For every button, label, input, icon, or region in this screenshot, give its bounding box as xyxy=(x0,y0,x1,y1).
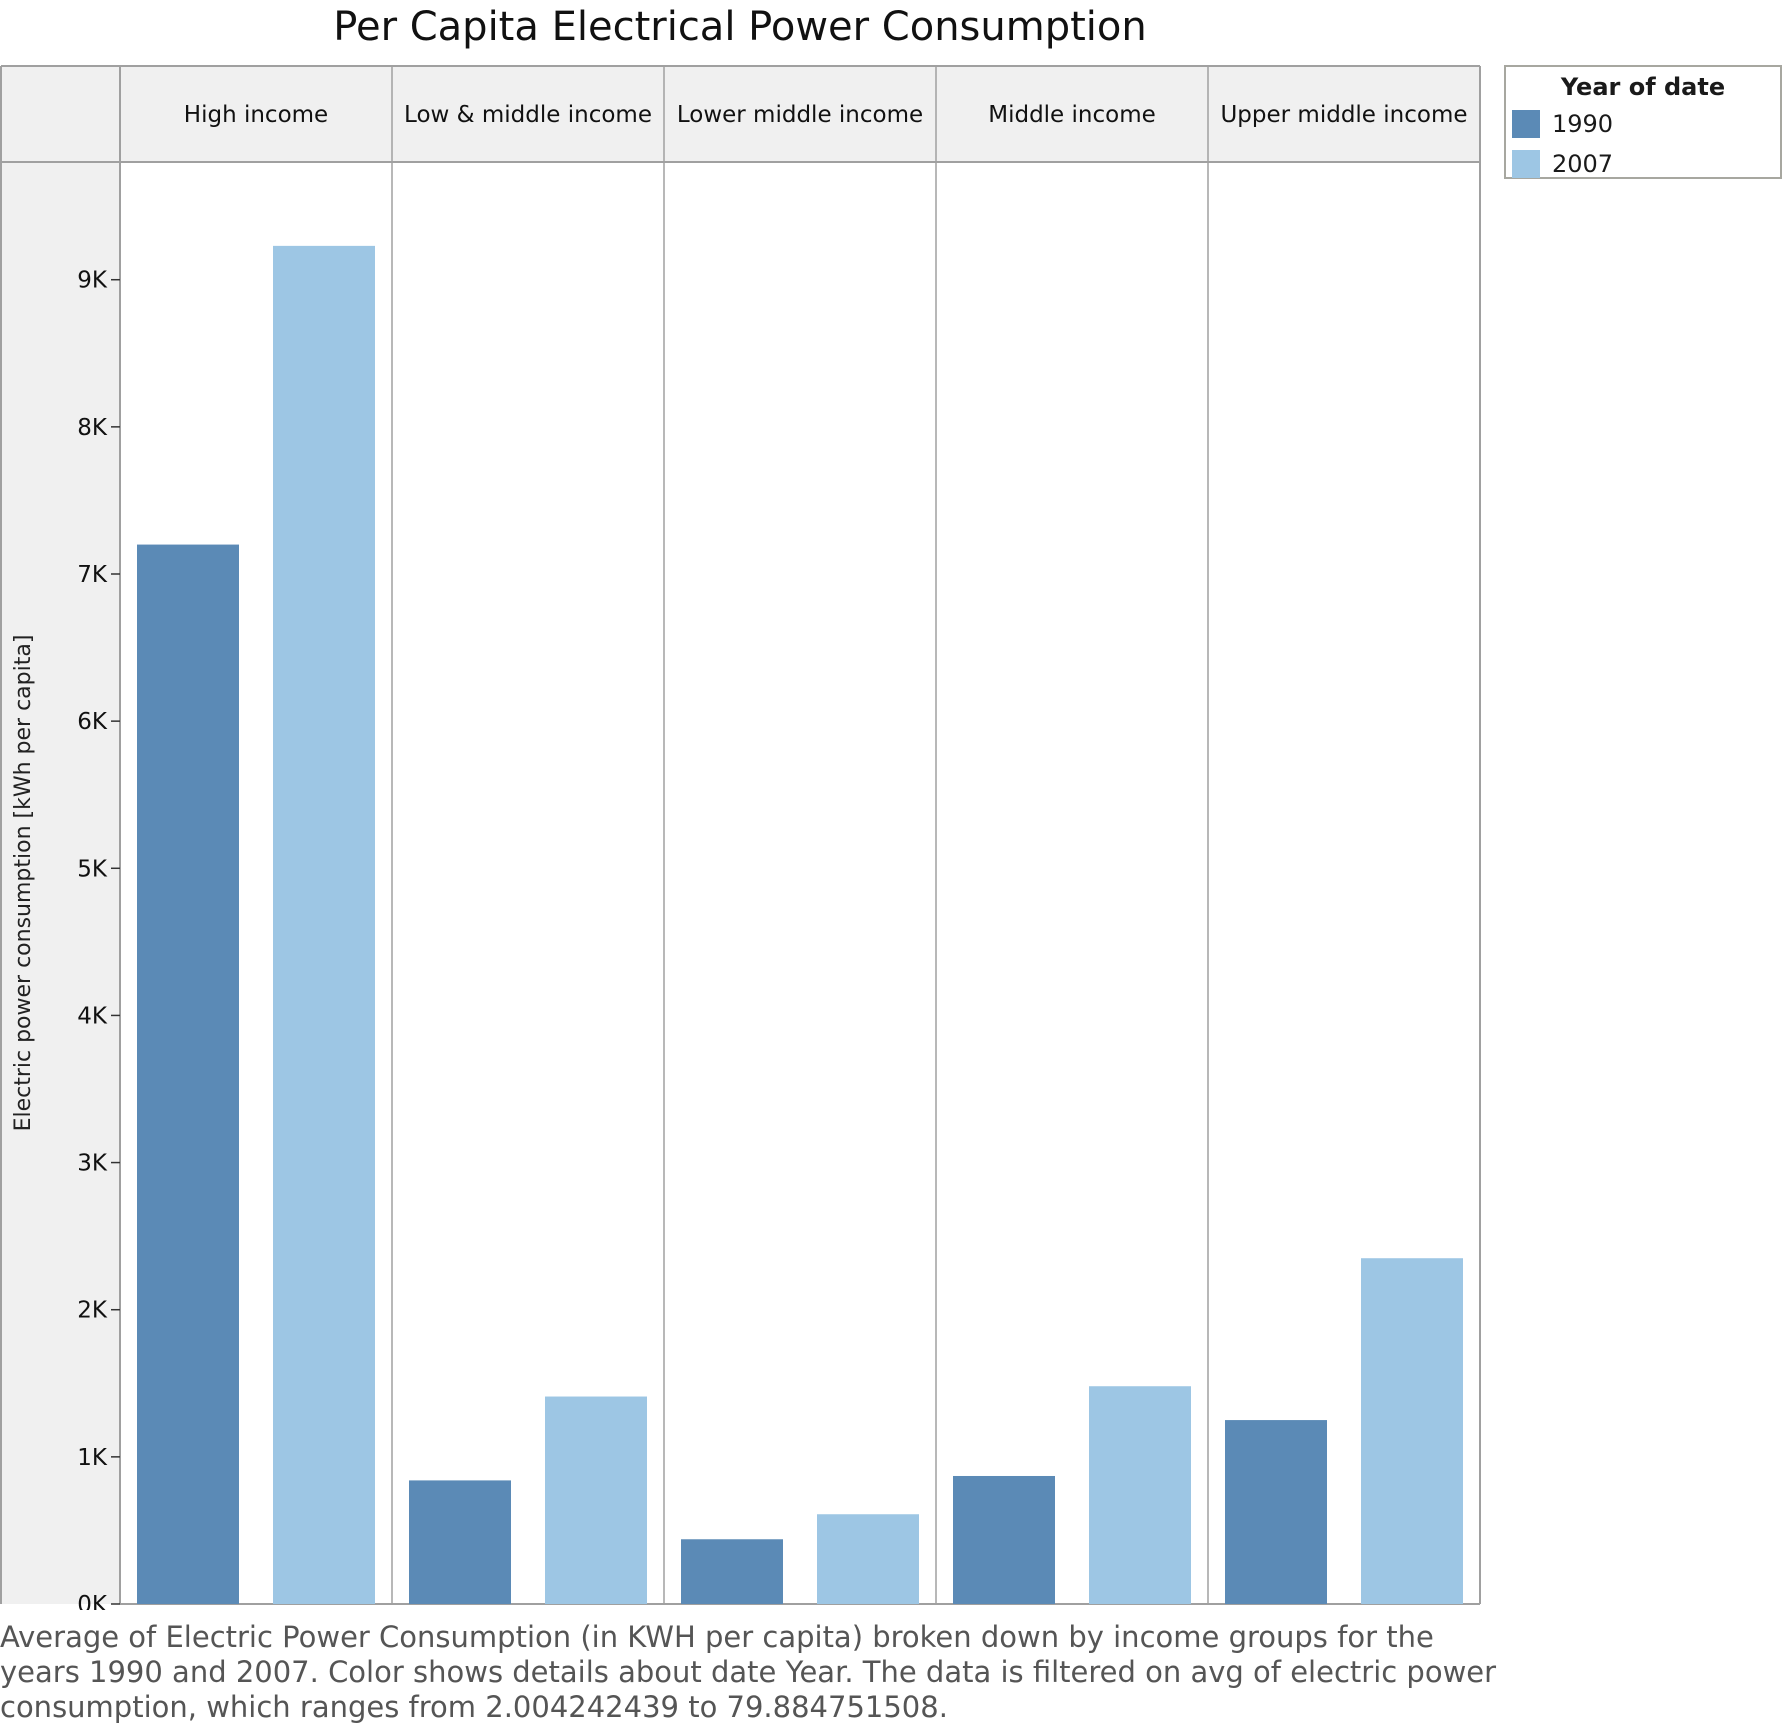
facet-header-label: Upper middle income xyxy=(1220,102,1467,128)
y-tick-label: 9K xyxy=(77,268,108,294)
legend-item-2007[interactable]: 2007 xyxy=(1512,149,1613,179)
y-tick-label: 4K xyxy=(77,1003,108,1029)
bar-1990 xyxy=(1225,1420,1327,1604)
bar-1990 xyxy=(681,1539,783,1604)
y-axis-panel xyxy=(1,162,120,1604)
facet-header-label: Low & middle income xyxy=(404,102,652,128)
bar-2007 xyxy=(1361,1258,1463,1604)
bar-1990 xyxy=(137,544,239,1604)
legend-item-1990[interactable]: 1990 xyxy=(1512,109,1613,139)
legend-swatch-2007 xyxy=(1512,150,1540,178)
y-tick-label: 3K xyxy=(77,1151,108,1177)
bar-2007 xyxy=(1089,1386,1191,1604)
y-tick-label: 0K xyxy=(77,1592,108,1610)
y-axis-title: Electric power consumption [kWh per capi… xyxy=(11,635,36,1132)
chart-caption: Average of Electric Power Consumption (i… xyxy=(0,1620,1497,1724)
bar-2007 xyxy=(273,245,375,1604)
legend-title: Year of date xyxy=(1560,73,1726,101)
legend-swatch-1990 xyxy=(1512,110,1540,138)
legend-label-1990: 1990 xyxy=(1552,110,1614,138)
y-tick-label: 7K xyxy=(77,562,108,588)
facet-header-label: Middle income xyxy=(988,102,1156,128)
facet-header-label: Lower middle income xyxy=(677,102,923,128)
bar-2007 xyxy=(545,1396,647,1604)
bar-2007 xyxy=(817,1514,919,1604)
y-tick-label: 1K xyxy=(77,1445,108,1471)
bar-1990 xyxy=(409,1480,511,1604)
facet-header-bar xyxy=(120,66,1480,162)
y-tick-label: 5K xyxy=(77,856,108,882)
y-tick-label: 2K xyxy=(77,1298,108,1324)
y-tick-label: 6K xyxy=(77,709,108,735)
corner-cell xyxy=(1,66,120,162)
bar-1990 xyxy=(953,1475,1055,1604)
legend-label-2007: 2007 xyxy=(1552,150,1614,178)
y-tick-label: 8K xyxy=(77,415,108,441)
facet-header-label: High income xyxy=(184,102,328,128)
legend: Year of date 1990 2007 xyxy=(1504,65,1782,179)
chart-area: 0K 1K 2K 3K 4K 5K 6K 7K 8K 9K Electric power consu… xyxy=(0,65,1481,1610)
chart-title: Per Capita Electrical Power Consumption xyxy=(333,4,1147,50)
